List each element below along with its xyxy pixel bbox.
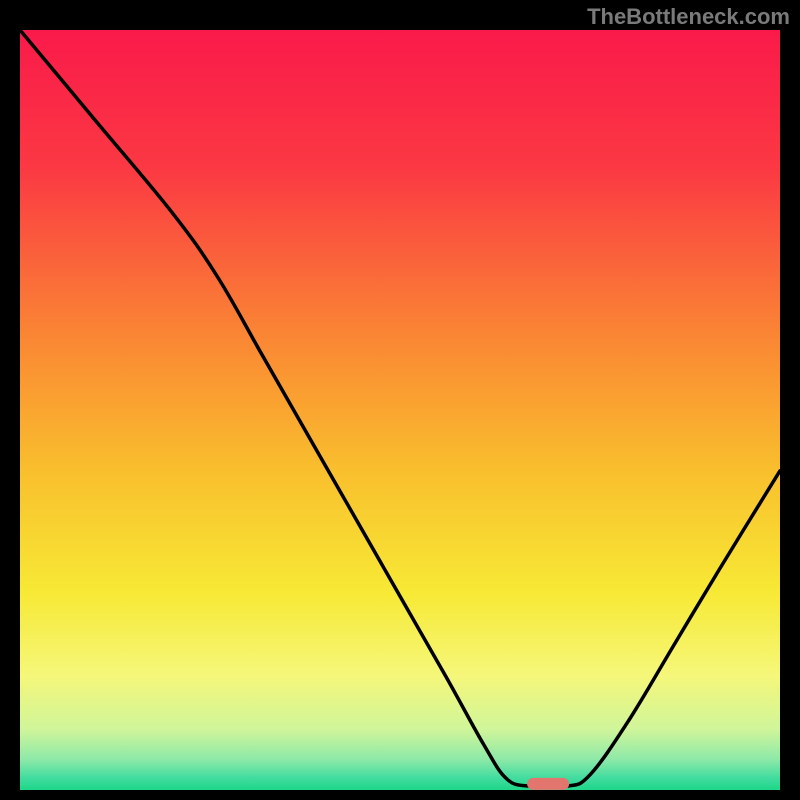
chart-container: TheBottleneck.com: [0, 0, 800, 800]
optimal-marker: [527, 778, 569, 790]
watermark-text: TheBottleneck.com: [587, 4, 790, 30]
plot-area: [20, 30, 780, 790]
bottleneck-curve: [20, 30, 780, 790]
